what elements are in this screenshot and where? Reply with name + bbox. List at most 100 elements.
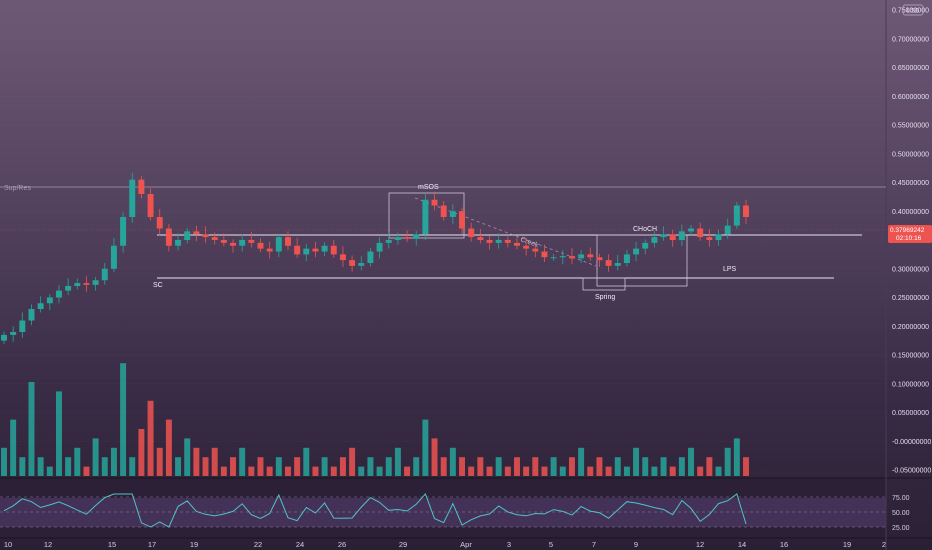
volume-bar — [440, 457, 447, 476]
volume-bar — [459, 457, 466, 476]
candle-body — [614, 263, 621, 266]
current-price-value: 0.37969242 — [890, 227, 925, 234]
volume-bar — [422, 419, 429, 476]
candle-body — [147, 194, 154, 217]
candle-body — [468, 228, 475, 238]
price-tick-label: 0.55000000 — [892, 123, 929, 130]
annotation-layer: Sup/Res SC mSOS Creek CHoCH Spring LPS — [0, 184, 886, 301]
volume-bar — [1, 447, 7, 476]
volume-bar — [175, 457, 182, 476]
volume-bar — [257, 457, 264, 476]
candle-body — [596, 257, 603, 261]
volume-bar — [349, 447, 356, 476]
volume-bar — [431, 438, 438, 476]
candle-body — [239, 240, 246, 246]
volume-bar — [110, 447, 117, 476]
candle-body — [321, 245, 328, 252]
currency-badge[interactable]: USD — [902, 4, 924, 16]
candle-body — [733, 205, 740, 226]
volume-bar — [514, 457, 520, 476]
candle-body — [715, 234, 722, 240]
candle-body — [120, 217, 127, 246]
date-tick-label: 16 — [780, 540, 788, 549]
volume-bar — [312, 466, 319, 476]
volume-bar — [587, 466, 594, 476]
volume-bar — [74, 447, 81, 476]
volume-bar — [651, 466, 658, 476]
choch-label: CHoCH — [633, 226, 657, 233]
candle-body — [394, 237, 401, 240]
candle-body — [55, 290, 62, 298]
candle-body — [688, 228, 695, 232]
candle-body — [587, 254, 594, 258]
candle-body — [514, 242, 520, 246]
candle-body — [184, 231, 191, 240]
candle-body — [623, 254, 630, 263]
candle-body — [459, 211, 466, 229]
candle-body — [523, 245, 530, 249]
candle-body — [248, 240, 255, 243]
candle-body — [486, 240, 493, 243]
candle-body — [294, 245, 301, 255]
rsi-polyline — [3, 493, 747, 528]
candle-body — [138, 179, 145, 194]
price-axis[interactable]: 0.75000000 0.70000000 0.65000000 0.60000000… — [0, 8, 931, 475]
volume-bar — [504, 466, 511, 476]
date-tick-label: 19 — [190, 540, 198, 549]
volume-bar — [230, 457, 236, 476]
price-tick-label: 0.70000000 — [892, 36, 929, 43]
candle-body — [257, 242, 264, 249]
volume-bar — [92, 438, 99, 476]
volume-bar — [239, 447, 246, 476]
candle-body — [74, 283, 81, 286]
volume-bar — [101, 457, 108, 476]
volume-bar — [706, 457, 713, 476]
current-price-tag: 0.37969242 02:10:16 — [888, 225, 932, 243]
date-tick-label: 26 — [338, 540, 346, 549]
volume-bar — [284, 466, 291, 476]
date-axis[interactable]: 10 12 15 17 19 22 24 26 29 Apr 3 5 7 9 12 14 16 19 2 — [4, 540, 886, 549]
choch-box — [596, 234, 688, 287]
volume-bar — [321, 457, 328, 476]
volume-bar — [532, 457, 539, 476]
volume-bar — [669, 466, 676, 476]
candle-body — [633, 248, 640, 255]
price-tick-label: 0.45000000 — [892, 180, 929, 187]
date-tick-label: Apr — [460, 540, 472, 549]
volume-bar — [138, 429, 145, 476]
volume-bar — [165, 419, 172, 476]
volume-bar — [413, 457, 420, 476]
price-tick-label: 0.60000000 — [892, 94, 929, 101]
volume-bar — [596, 457, 603, 476]
price-tick-label: 0.50000000 — [892, 151, 929, 158]
price-tick-label: 0.75000000 — [892, 8, 929, 15]
candle-body — [541, 251, 548, 258]
candle-body — [651, 237, 658, 243]
candle-body — [385, 240, 392, 243]
date-tick-label: 19 — [843, 540, 851, 549]
volume-bar — [266, 466, 273, 476]
rsi-tick-label: 75.00 — [892, 495, 910, 502]
volume-bar — [10, 419, 17, 476]
volume-bar — [184, 438, 191, 476]
rsi-tick-label: 25.00 — [892, 525, 910, 532]
date-tick-label: 12 — [44, 540, 52, 549]
date-tick-label: 15 — [108, 540, 116, 549]
volume-bar — [156, 447, 163, 476]
sup-res-label: Sup/Res — [4, 185, 31, 192]
candle-body — [440, 205, 447, 217]
currency-badge-label: USD — [907, 9, 920, 15]
volume-bar — [559, 466, 566, 476]
volume-bar — [202, 457, 209, 476]
candle-body — [504, 240, 511, 243]
candle-body — [568, 256, 575, 259]
candle-body — [660, 234, 667, 238]
volume-bar — [633, 447, 640, 476]
date-tick-label: 24 — [296, 540, 304, 549]
candles — [1, 172, 749, 345]
candle-body — [706, 237, 713, 240]
rsi-axis: 75.00 50.00 25.00 — [0, 495, 910, 532]
date-tick-label: 17 — [148, 540, 156, 549]
volume-bar — [523, 466, 530, 476]
